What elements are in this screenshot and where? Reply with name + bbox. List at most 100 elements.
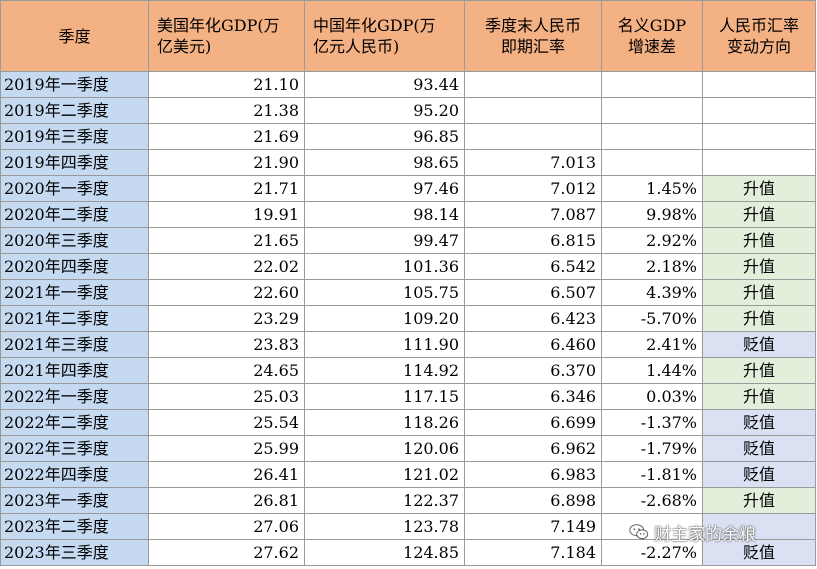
rmb-direction-cell: 升值: [702, 227, 816, 254]
quarter-cell: 2021年一季度: [0, 279, 149, 306]
rmb-direction-cell: 升值: [702, 383, 816, 410]
rmb-direction-cell: [702, 123, 816, 150]
header-us-gdp: 美国年化GDP(万 亿美元): [148, 0, 305, 72]
table-row: 2019年二季度 21.38 95.20: [0, 97, 816, 124]
table-body: 2019年一季度 21.10 93.44 2019年二季度 21.38 95.20 2019…: [0, 71, 816, 566]
header-exchange-rate: 季度末人民币 即期汇率: [464, 0, 602, 72]
gdp-growth-diff-cell: 0.03%: [601, 383, 703, 410]
us-gdp-cell: 22.60: [148, 279, 305, 306]
header-text-line: 季度末人民币: [484, 16, 581, 35]
quarter-cell: 2021年二季度: [0, 305, 149, 332]
us-gdp-cell: 25.03: [148, 383, 305, 410]
quarter-cell: 2020年三季度: [0, 227, 149, 254]
exchange-rate-cell: 6.460: [464, 331, 602, 358]
header-gdp-growth-diff: 名义GDP 增速差: [601, 0, 703, 72]
us-gdp-cell: 21.71: [148, 175, 305, 202]
rmb-direction-cell: 贬值: [702, 331, 816, 358]
cn-gdp-cell: 105.75: [304, 279, 465, 306]
quarter-cell: 2020年一季度: [0, 175, 149, 202]
rmb-direction-cell: 升值: [702, 305, 816, 332]
cn-gdp-cell: 121.02: [304, 461, 465, 488]
exchange-rate-cell: 7.184: [464, 539, 602, 566]
quarter-cell: 2023年三季度: [0, 539, 149, 566]
rmb-direction-cell: 升值: [702, 253, 816, 280]
quarter-cell: 2019年四季度: [0, 149, 149, 176]
rmb-direction-cell: 贬值: [702, 435, 816, 462]
rmb-direction-cell: [702, 513, 816, 540]
exchange-rate-cell: 6.542: [464, 253, 602, 280]
gdp-growth-diff-cell: 1.44%: [601, 357, 703, 384]
gdp-growth-diff-cell: -2.68%: [601, 487, 703, 514]
quarter-cell: 2022年三季度: [0, 435, 149, 462]
rmb-direction-cell: 升值: [702, 279, 816, 306]
gdp-growth-diff-cell: 2.41%: [601, 331, 703, 358]
quarter-cell: 2019年一季度: [0, 71, 149, 98]
header-text-line: 增速差: [627, 37, 676, 56]
exchange-rate-cell: 6.346: [464, 383, 602, 410]
table-row: 2020年一季度 21.71 97.46 7.012 1.45% 升值: [0, 175, 816, 202]
cn-gdp-cell: 98.14: [304, 201, 465, 228]
table-row: 2020年四季度 22.02 101.36 6.542 2.18% 升值: [0, 253, 816, 280]
us-gdp-cell: 27.06: [148, 513, 305, 540]
table-row: 2023年三季度 27.62 124.85 7.184 -2.27% 贬值: [0, 539, 816, 566]
table-row: 2022年一季度 25.03 117.15 6.346 0.03% 升值: [0, 383, 816, 410]
gdp-growth-diff-cell: -1.81%: [601, 461, 703, 488]
table-row: 2020年二季度 19.91 98.14 7.087 9.98% 升值: [0, 201, 816, 228]
header-text-line: 名义GDP: [617, 16, 687, 35]
exchange-rate-cell: 7.012: [464, 175, 602, 202]
exchange-rate-cell: 6.507: [464, 279, 602, 306]
gdp-growth-diff-cell: 2.18%: [601, 253, 703, 280]
cn-gdp-cell: 109.20: [304, 305, 465, 332]
cn-gdp-cell: 120.06: [304, 435, 465, 462]
quarter-cell: 2019年三季度: [0, 123, 149, 150]
rmb-direction-cell: 贬值: [702, 539, 816, 566]
cn-gdp-cell: 117.15: [304, 383, 465, 410]
rmb-direction-cell: 升值: [702, 175, 816, 202]
rmb-direction-cell: 升值: [702, 357, 816, 384]
gdp-growth-diff-cell: 9.98%: [601, 201, 703, 228]
rmb-direction-cell: [702, 71, 816, 98]
gdp-growth-diff-cell: 2.92%: [601, 227, 703, 254]
cn-gdp-cell: 124.85: [304, 539, 465, 566]
rmb-direction-cell: 贬值: [702, 461, 816, 488]
us-gdp-cell: 21.69: [148, 123, 305, 150]
cn-gdp-cell: 95.20: [304, 97, 465, 124]
exchange-rate-cell: 6.423: [464, 305, 602, 332]
us-gdp-cell: 23.29: [148, 305, 305, 332]
header-text-line: 亿元人民币): [313, 37, 400, 56]
header-quarter: 季度: [0, 0, 149, 72]
header-text-line: 美国年化GDP(万: [157, 16, 280, 35]
table-row: 2019年一季度 21.10 93.44: [0, 71, 816, 98]
cn-gdp-cell: 96.85: [304, 123, 465, 150]
cn-gdp-cell: 123.78: [304, 513, 465, 540]
rmb-direction-cell: [702, 149, 816, 176]
us-gdp-cell: 24.65: [148, 357, 305, 384]
table-row: 2022年二季度 25.54 118.26 6.699 -1.37% 贬值: [0, 409, 816, 436]
exchange-rate-cell: 7.087: [464, 201, 602, 228]
cn-gdp-cell: 101.36: [304, 253, 465, 280]
quarter-cell: 2019年二季度: [0, 97, 149, 124]
cn-gdp-cell: 97.46: [304, 175, 465, 202]
us-gdp-cell: 22.02: [148, 253, 305, 280]
quarter-cell: 2022年二季度: [0, 409, 149, 436]
exchange-rate-cell: 6.898: [464, 487, 602, 514]
exchange-rate-cell: 7.013: [464, 149, 602, 176]
header-text-line: 变动方向: [726, 37, 791, 56]
us-gdp-cell: 26.41: [148, 461, 305, 488]
gdp-growth-diff-cell: 4.39%: [601, 279, 703, 306]
gdp-growth-diff-cell: -2.27%: [601, 539, 703, 566]
gdp-growth-diff-cell: -1.37%: [601, 409, 703, 436]
rmb-direction-cell: 贬值: [702, 409, 816, 436]
table-row: 2023年一季度 26.81 122.37 6.898 -2.68% 升值: [0, 487, 816, 514]
table-row: 2021年一季度 22.60 105.75 6.507 4.39% 升值: [0, 279, 816, 306]
table-row: 2020年三季度 21.65 99.47 6.815 2.92% 升值: [0, 227, 816, 254]
gdp-growth-diff-cell: -5.70%: [601, 305, 703, 332]
us-gdp-cell: 25.54: [148, 409, 305, 436]
exchange-rate-cell: 6.370: [464, 357, 602, 384]
cn-gdp-cell: 111.90: [304, 331, 465, 358]
exchange-rate-cell: 7.149: [464, 513, 602, 540]
header-text-line: 季度: [58, 26, 91, 46]
us-gdp-cell: 21.38: [148, 97, 305, 124]
quarter-cell: 2022年一季度: [0, 383, 149, 410]
us-gdp-cell: 27.62: [148, 539, 305, 566]
